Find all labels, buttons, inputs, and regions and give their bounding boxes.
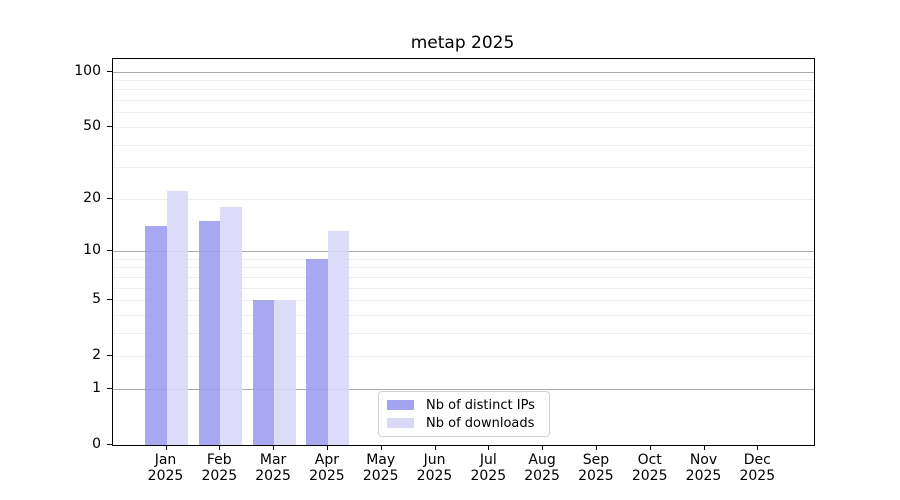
bar-downloads-feb: [220, 206, 242, 445]
x-tick-label: Sep 2025: [578, 452, 614, 484]
chart-title: metap 2025: [410, 33, 515, 53]
gridline-minor: [113, 89, 814, 91]
gridline-minor: [113, 167, 814, 169]
gridline-minor: [113, 80, 814, 82]
bar-downloads-mar: [274, 300, 296, 445]
x-tick-mark: [326, 445, 328, 450]
x-tick-label: Aug 2025: [524, 452, 560, 484]
y-tick-label: 5: [92, 291, 101, 308]
legend-label-distinct-ips: Nb of distinct IPs: [426, 397, 535, 413]
x-tick-label: Feb 2025: [201, 452, 238, 484]
y-tick-label: 2: [92, 347, 101, 364]
bar-distinct-ips-feb: [198, 220, 221, 445]
gridline-minor: [113, 287, 814, 289]
bar-distinct-ips-apr: [306, 258, 328, 445]
gridline-minor: [113, 198, 814, 200]
legend: Nb of distinct IPs Nb of downloads: [378, 391, 550, 437]
x-tick-label: Jan 2025: [147, 452, 184, 484]
y-tick-mark: [107, 70, 112, 72]
x-tick-label: Nov 2025: [685, 452, 722, 484]
x-tick-mark: [165, 445, 167, 450]
gridline-minor: [113, 258, 814, 260]
y-tick-mark: [107, 444, 112, 445]
x-tick-label: Dec 2025: [739, 452, 776, 484]
x-tick-label: Mar 2025: [255, 452, 291, 484]
x-tick-mark: [703, 445, 705, 450]
gridline-major: [113, 71, 814, 73]
legend-item-distinct-ips: Nb of distinct IPs: [387, 397, 535, 413]
y-tick-label: 100: [74, 62, 101, 79]
x-tick-mark: [488, 445, 490, 450]
bar-distinct-ips-mar: [252, 300, 275, 445]
gridline-minor: [113, 300, 814, 302]
x-tick-label: Apr 2025: [309, 452, 345, 484]
x-tick-mark: [434, 445, 436, 450]
x-tick-mark: [757, 445, 759, 450]
bar-distinct-ips-jan: [145, 225, 167, 445]
y-tick-label: 1: [92, 379, 101, 396]
y-tick-mark: [107, 387, 112, 389]
x-tick-mark: [649, 445, 651, 450]
y-tick-mark: [107, 249, 112, 251]
legend-label-downloads: Nb of downloads: [426, 415, 535, 431]
bar-downloads-apr: [327, 231, 350, 445]
gridline-minor: [113, 126, 814, 128]
gridline-major: [113, 388, 814, 390]
gridline-minor: [113, 112, 814, 114]
x-tick-label: Jul 2025: [470, 452, 507, 484]
y-tick-label: 50: [83, 117, 101, 134]
bar-downloads-jan: [166, 191, 188, 445]
gridline-minor: [113, 267, 814, 269]
gridline-minor: [113, 332, 814, 334]
gridline-minor: [113, 314, 814, 316]
gridline-minor: [113, 356, 814, 358]
y-tick-label: 0: [92, 436, 101, 452]
gridline-minor: [113, 276, 814, 278]
gridline-minor: [113, 100, 814, 102]
legend-swatch-downloads: [387, 418, 414, 428]
x-tick-mark: [380, 445, 382, 450]
x-tick-mark: [542, 445, 544, 450]
plot-area: [112, 58, 815, 446]
x-tick-label: Oct 2025: [631, 452, 668, 484]
y-tick-label: 10: [83, 241, 101, 258]
legend-item-downloads: Nb of downloads: [387, 415, 535, 431]
x-tick-mark: [595, 445, 597, 450]
x-tick-label: May 2025: [362, 452, 399, 484]
y-tick-mark: [107, 125, 112, 127]
y-tick-mark: [107, 299, 112, 301]
x-tick-label: Jun 2025: [416, 452, 453, 484]
y-tick-label: 20: [83, 189, 101, 206]
legend-swatch-distinct-ips: [387, 400, 414, 410]
y-tick-mark: [107, 355, 112, 357]
x-tick-mark: [219, 445, 221, 450]
gridline-minor: [113, 144, 814, 146]
gridline-major: [113, 250, 814, 252]
x-tick-mark: [273, 445, 275, 450]
y-tick-mark: [107, 197, 112, 199]
